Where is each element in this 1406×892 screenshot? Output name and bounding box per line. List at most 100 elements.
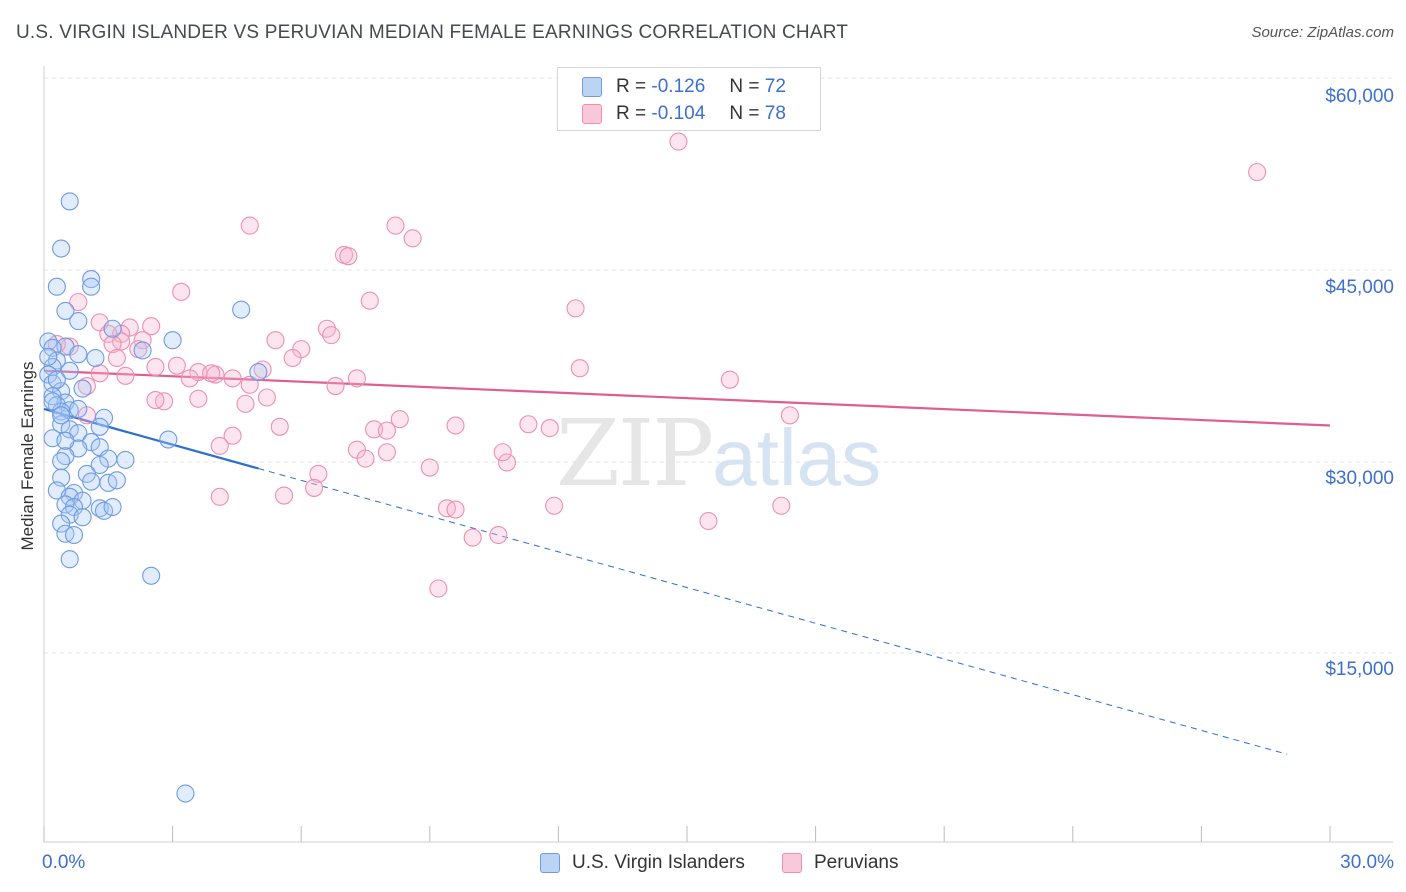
point-peruvian-63	[210, 487, 229, 506]
point-peruvian-51	[365, 420, 384, 439]
point-virgin-islander-58	[73, 508, 92, 527]
point-peruvian-56	[356, 449, 375, 468]
watermark-zip: ZIP	[556, 400, 714, 507]
point-peruvian-17	[322, 326, 341, 345]
blue-n-label: N =	[729, 76, 760, 97]
point-peruvian-70	[772, 496, 791, 515]
point-peruvian-34	[116, 366, 135, 385]
point-peruvian-36	[570, 359, 589, 378]
point-peruvian-71	[429, 579, 448, 598]
point-peruvian-6	[339, 247, 358, 266]
source-label: Source: ZipAtlas.com	[1251, 24, 1394, 41]
point-peruvian-74	[146, 391, 165, 410]
legend-blue-swatch	[540, 853, 560, 873]
legend-row-pink: R = -0.104 N = 78	[582, 102, 786, 126]
point-peruvian-18	[266, 331, 285, 350]
point-virgin-islander-36	[159, 430, 178, 449]
point-peruvian-19	[133, 331, 152, 350]
point-peruvian-67	[699, 511, 718, 531]
chart-title: U.S. VIRGIN ISLANDER VS PERUVIAN MEDIAN …	[16, 22, 849, 43]
point-peruvian-73	[90, 364, 109, 383]
point-virgin-islander-9	[163, 331, 182, 350]
point-virgin-islander-55	[94, 501, 114, 520]
point-peruvian-21	[103, 334, 122, 354]
point-peruvian-46	[390, 410, 409, 429]
legend-item-peruvians[interactable]: Peruvians	[782, 852, 899, 874]
point-peruvian-12	[142, 317, 161, 336]
point-virgin-islander-26	[69, 399, 88, 419]
point-virgin-islander-64	[176, 784, 195, 803]
point-peruvian-61	[305, 478, 324, 497]
y-tick-label-15000: $15,000	[1325, 659, 1394, 680]
point-peruvian-2	[240, 216, 259, 235]
point-peruvian-43	[257, 388, 276, 407]
point-peruvian-57	[377, 443, 396, 462]
point-peruvian-54	[210, 436, 229, 455]
point-peruvian-4	[403, 229, 422, 248]
trendline-virgin-islanders-extrapolated	[258, 468, 1288, 755]
point-peruvian-44	[236, 394, 255, 413]
point-virgin-islander-28	[94, 408, 114, 427]
pink-n-value: 78	[764, 103, 786, 124]
point-virgin-islander-16	[133, 341, 152, 360]
point-peruvian-47	[446, 416, 465, 435]
point-virgin-islander-29	[90, 417, 109, 436]
axes	[43, 66, 1393, 843]
point-virgin-islander-7	[69, 312, 88, 331]
y-tick-label-30000: $30,000	[1325, 468, 1394, 489]
point-virgin-islander-1	[52, 239, 71, 258]
point-peruvian-25	[283, 348, 302, 368]
point-peruvian-49	[540, 419, 559, 438]
point-peruvian-68	[463, 528, 482, 547]
point-virgin-islander-67	[60, 361, 79, 380]
pink-r-value: -0.104	[651, 103, 706, 124]
point-peruvian-8	[360, 291, 379, 310]
point-virgin-islander-40	[52, 452, 71, 471]
point-virgin-islander-62	[60, 550, 79, 569]
legend-item-virgin-islanders[interactable]: U.S. Virgin Islanders	[540, 852, 745, 874]
point-peruvian-30	[167, 356, 186, 375]
point-virgin-islander-42	[116, 450, 135, 469]
point-peruvian-52	[377, 421, 396, 440]
point-virgin-islander-5	[232, 300, 251, 319]
data-points	[39, 132, 1267, 803]
point-peruvian-41	[189, 389, 208, 408]
point-virgin-islander-4	[82, 277, 101, 296]
legend-pink-swatch	[782, 853, 802, 873]
point-virgin-islander-59	[52, 514, 71, 533]
pink-swatch	[582, 104, 602, 124]
trendline-peruvians	[43, 369, 1331, 427]
point-virgin-islander-61	[64, 525, 84, 545]
point-virgin-islander-45	[82, 472, 101, 491]
legend-virgin-islanders-label: U.S. Virgin Islanders	[572, 852, 745, 873]
point-peruvian-9	[566, 299, 585, 318]
point-peruvian-50	[270, 417, 289, 436]
point-peruvian-10	[69, 292, 88, 312]
point-virgin-islander-0	[60, 192, 79, 211]
point-peruvian-3	[386, 216, 405, 235]
blue-n-value: 72	[764, 76, 786, 97]
point-virgin-islander-71	[56, 431, 75, 450]
point-virgin-islander-41	[90, 455, 109, 475]
point-peruvian-66	[446, 500, 465, 519]
y-axis-label: Median Female Earnings	[18, 361, 37, 551]
watermark: ZIPatlas	[556, 400, 881, 507]
point-virgin-islander-8	[103, 319, 122, 338]
legend-peruvians-label: Peruvians	[814, 852, 899, 873]
point-virgin-islander-19	[249, 362, 268, 382]
point-virgin-islander-65	[39, 347, 58, 366]
point-peruvian-39	[240, 375, 259, 394]
point-virgin-islander-31	[60, 420, 79, 439]
y-tick-label-45000: $45,000	[1325, 277, 1394, 298]
point-virgin-islander-3	[47, 277, 66, 296]
point-virgin-islander-68	[73, 379, 92, 398]
point-virgin-islander-18	[39, 365, 58, 384]
point-virgin-islander-2	[82, 270, 101, 289]
point-peruvian-62	[275, 486, 294, 505]
point-virgin-islander-6	[56, 301, 75, 320]
point-virgin-islander-56	[103, 497, 122, 517]
point-peruvian-32	[223, 369, 242, 388]
point-virgin-islander-63	[142, 566, 161, 585]
point-peruvian-38	[326, 376, 345, 396]
